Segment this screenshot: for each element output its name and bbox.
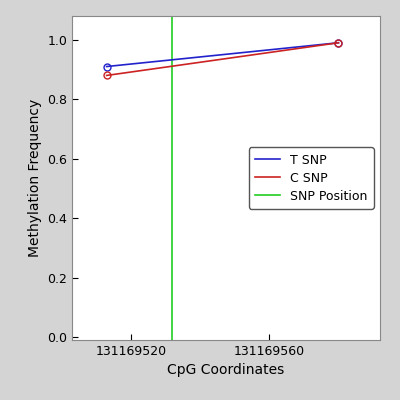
Legend: T SNP, C SNP, SNP Position: T SNP, C SNP, SNP Position [249, 147, 374, 209]
X-axis label: CpG Coordinates: CpG Coordinates [167, 364, 285, 378]
Y-axis label: Methylation Frequency: Methylation Frequency [28, 99, 42, 257]
